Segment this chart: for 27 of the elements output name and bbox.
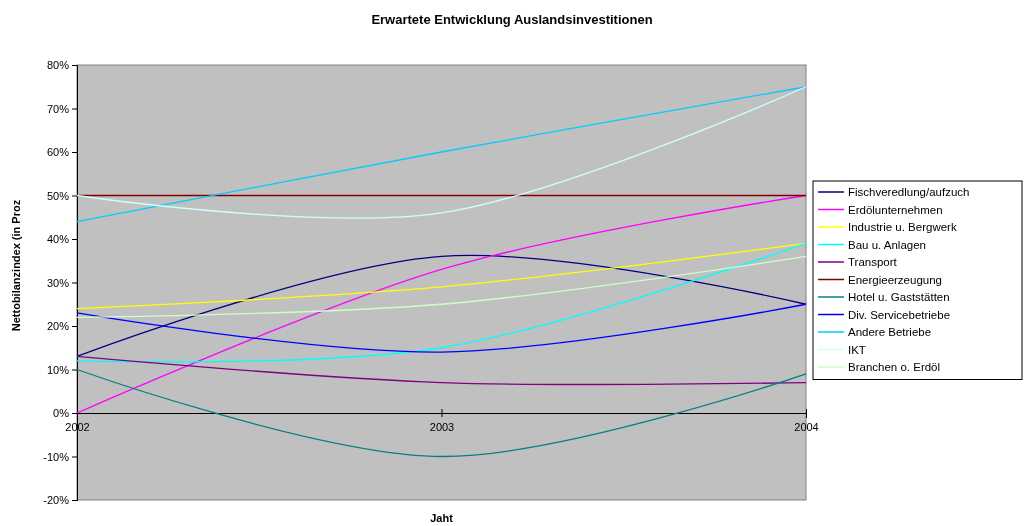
legend-label: Energieerzeugung — [848, 273, 942, 286]
y-tick-label: -10% — [43, 450, 70, 463]
y-tick-label: 70% — [46, 102, 70, 115]
y-tick-label: 20% — [46, 320, 70, 333]
legend-label: Hotel u. Gaststätten — [848, 291, 950, 303]
y-tick-label: 10% — [46, 363, 70, 376]
y-tick-label: 50% — [46, 189, 70, 202]
chart-title: Erwartete Entwicklung Auslandsinvestitionen — [371, 12, 653, 27]
x-axis-title: Jaht — [430, 512, 454, 524]
y-tick-label: 0% — [53, 407, 70, 420]
legend-label: Div. Servicebetriebe — [848, 308, 951, 321]
legend-label: Transport — [848, 256, 898, 268]
y-tick-label: 30% — [46, 276, 70, 289]
legend-label: Industrie u. Bergwerk — [848, 221, 957, 233]
x-tick-label: 2003 — [429, 420, 455, 433]
legend-label: Branchen o. Erdöl — [848, 361, 941, 373]
legend-label: IKT — [848, 343, 866, 356]
legend-label: Bau u. Anlagen — [848, 238, 927, 251]
legend-label: Andere Betriebe — [848, 326, 932, 338]
y-tick-label: 40% — [46, 233, 70, 246]
legend-label: Erdölunternehmen — [848, 203, 943, 216]
y-tick-label: 80% — [46, 59, 70, 72]
x-tick-label: 2004 — [794, 420, 819, 433]
legend-label: Fischveredlung/aufzuch — [848, 186, 970, 198]
y-tick-label: -20% — [43, 494, 70, 507]
y-axis-title: Nettobilanzindex (in Proz — [10, 199, 22, 332]
y-tick-label: 60% — [46, 146, 70, 159]
